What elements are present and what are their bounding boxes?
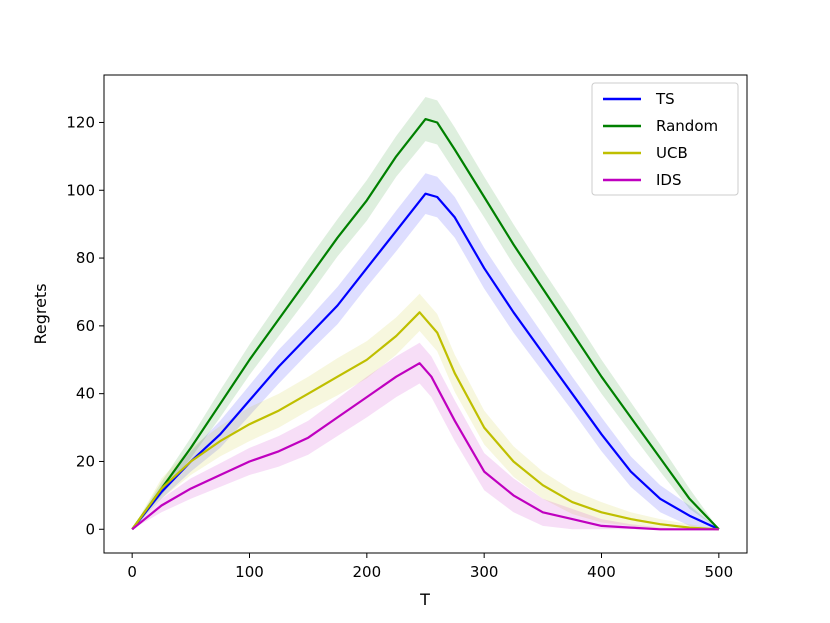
series-lines [131, 117, 720, 531]
plot-frame [103, 74, 748, 554]
legend-items: TS Random UCB IDS [603, 90, 718, 189]
x-tick-label: 400 [587, 563, 616, 581]
y-tick-label: 40 [76, 385, 95, 403]
y-tick-label: 100 [66, 181, 95, 199]
x-tick-label: 300 [470, 563, 499, 581]
x-axis-label: T [419, 590, 430, 609]
legend-label-random: Random [656, 117, 718, 135]
y-tick-label: 80 [76, 249, 95, 267]
x-tick-label: 100 [235, 563, 264, 581]
y-tick-label: 60 [76, 317, 95, 335]
band-ts [132, 173, 719, 530]
y-tick-label: 120 [66, 113, 95, 131]
confidence-bands [132, 97, 719, 530]
legend-label-ids: IDS [656, 171, 682, 189]
line-random [131, 117, 720, 531]
band-ucb [132, 293, 719, 530]
x-tick-label: 200 [353, 563, 382, 581]
x-axis-ticks: 0 100 200 300 400 500 [127, 553, 733, 581]
line-ts [131, 192, 720, 531]
x-tick-label: 0 [127, 563, 137, 581]
legend-label-ucb: UCB [656, 144, 688, 162]
y-axis-label: Regrets [31, 283, 50, 344]
legend-box [591, 82, 739, 196]
y-tick-label: 20 [76, 452, 95, 470]
line-ids [131, 362, 719, 531]
legend-label-ts: TS [655, 90, 675, 108]
legend: TS Random UCB IDS [591, 82, 739, 196]
line-ucb [131, 311, 719, 531]
x-tick-label: 500 [705, 563, 734, 581]
y-axis-ticks: 0 20 40 60 80 100 120 [66, 113, 104, 538]
y-tick-label: 0 [85, 520, 95, 538]
band-ids [132, 342, 719, 530]
